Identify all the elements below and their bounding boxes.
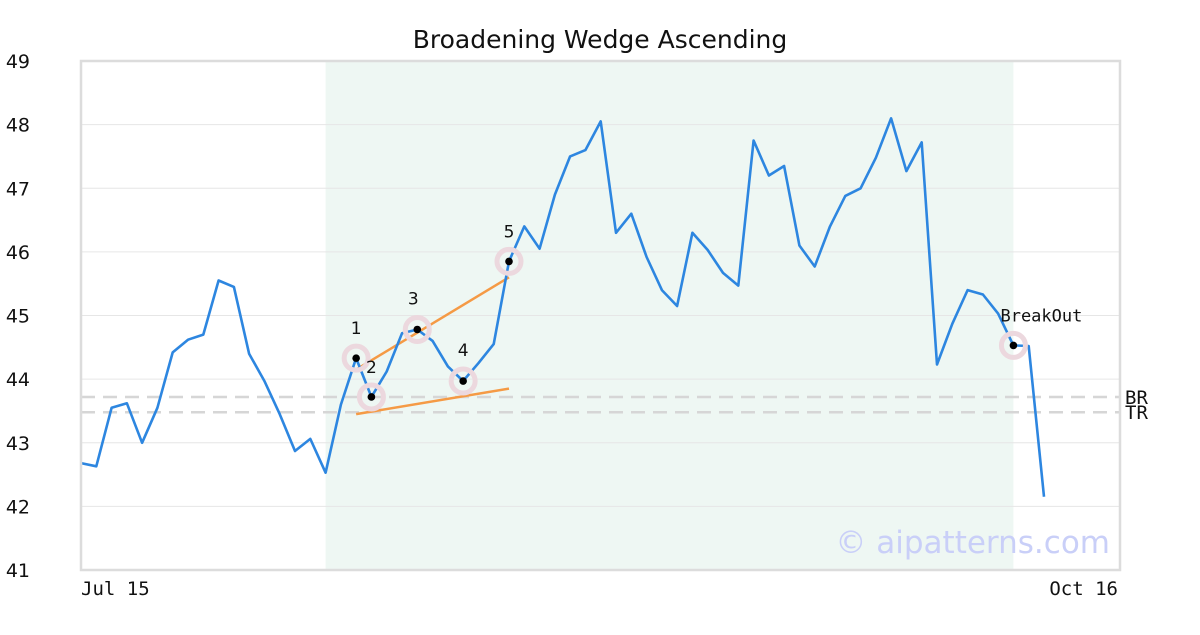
y-tick-label: 41 [6,560,30,582]
y-axis: 41 42 43 44 45 46 47 48 49 [6,51,30,582]
series-line [80,117,1046,497]
pattern-point-label: 1 [351,319,362,339]
y-tick-label: 43 [6,433,30,455]
x-tick-label: Jul 15 [81,578,150,600]
y-tick-label: 46 [6,242,30,264]
y-tick-label: 47 [6,178,30,200]
reference-label: BR [1125,387,1148,409]
pattern-point-label: 3 [408,289,419,309]
y-tick-label: 48 [6,115,30,137]
x-tick-label: Oct 16 [1049,578,1118,600]
trendline [355,387,510,416]
breakout-point-dot [1009,341,1018,350]
x-axis: Jul 15 Oct 16 [81,578,1118,600]
trendlines [355,276,510,416]
pattern-point-halo [402,314,432,344]
pattern-point-halo [494,246,524,276]
y-tick-label: 42 [6,496,30,518]
trendline [355,276,510,371]
reference-label: TR [1125,402,1148,424]
y-tick-label: 45 [6,306,30,328]
plot-frame [79,59,1122,572]
pattern-point-dot [459,377,467,385]
pattern-point-halo [356,382,386,412]
pattern-point-label: 4 [458,341,469,361]
y-tick-label: 44 [6,369,30,391]
pattern-point-halo [448,366,478,396]
chart-title: Broadening Wedge Ascending [413,25,788,54]
breakout-point-halo [998,330,1028,360]
pattern-point-halo [341,343,371,373]
pattern-point-label: 2 [366,358,377,378]
pattern-point-dot [367,393,376,401]
pattern-point-label: 5 [504,222,515,242]
pattern-point-dot [413,325,422,334]
watermark: © aipatterns.com [835,525,1110,561]
pattern-point-dot [505,257,513,266]
breakout-point-label: BreakOut [1000,306,1082,326]
y-tick-label: 49 [6,51,30,73]
pattern-point-dot [352,354,360,362]
pattern-markers: 12 3 4 5 BreakOut [341,222,1082,412]
